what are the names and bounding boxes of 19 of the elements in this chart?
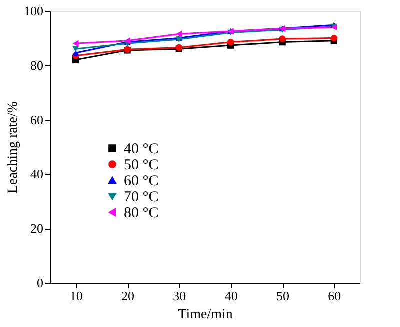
y-tick-label: 100 (24, 4, 44, 18)
y-tick-label: 40 (30, 166, 44, 182)
y-axis-title: Leaching rate/% (6, 101, 21, 194)
y-tick-label: 0 (37, 276, 44, 290)
y-tick-label: 20 (30, 221, 44, 236)
x-tick-label: 50 (276, 288, 290, 304)
legend-label: 40 °C (124, 142, 159, 158)
x-tick-label: 30 (173, 288, 186, 304)
legend-label: 50 °C (124, 158, 159, 174)
x-axis-title: Time/min (178, 308, 233, 322)
x-tick-label: 40 (224, 288, 238, 304)
x-tick-label: 10 (70, 288, 83, 304)
legend-label: 80 °C (124, 206, 159, 222)
y-tick-label: 60 (30, 112, 44, 128)
legend-label: 60 °C (124, 174, 159, 190)
x-tick-label: 20 (122, 288, 134, 304)
x-tick-label: 60 (328, 288, 342, 304)
y-tick-label: 80 (30, 58, 44, 73)
legend-label: 70 °C (124, 190, 159, 206)
